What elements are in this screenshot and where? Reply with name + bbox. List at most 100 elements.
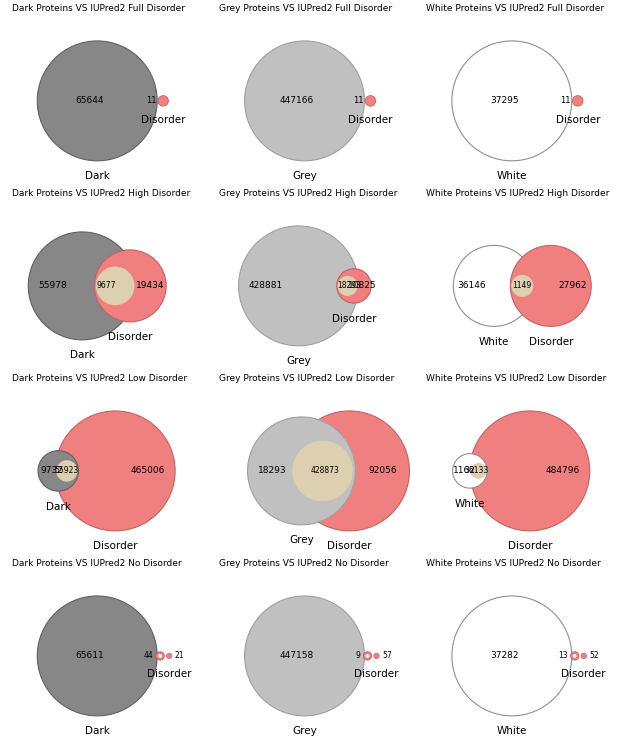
Text: Dark: Dark: [85, 171, 110, 182]
Text: 428873: 428873: [311, 466, 340, 475]
Text: 57: 57: [382, 651, 392, 660]
Text: Disorder: Disorder: [108, 332, 153, 342]
Text: 92056: 92056: [368, 466, 397, 475]
Text: Dark Proteins VS IUPred2 Full Disorder: Dark Proteins VS IUPred2 Full Disorder: [12, 4, 185, 13]
Text: 55923: 55923: [54, 466, 78, 475]
Text: 55978: 55978: [38, 282, 67, 291]
Circle shape: [292, 441, 353, 501]
Text: Grey: Grey: [292, 726, 317, 737]
Text: Disorder: Disorder: [93, 542, 137, 551]
Text: 11: 11: [353, 96, 364, 105]
Circle shape: [581, 653, 586, 659]
Text: White Proteins VS IUPred2 Full Disorder: White Proteins VS IUPred2 Full Disorder: [427, 4, 605, 13]
Circle shape: [28, 232, 136, 340]
Circle shape: [289, 411, 410, 531]
Text: Disorder: Disorder: [348, 115, 392, 125]
Circle shape: [337, 269, 371, 303]
Circle shape: [244, 596, 365, 716]
Circle shape: [55, 411, 175, 531]
Circle shape: [365, 96, 376, 106]
Circle shape: [452, 41, 572, 161]
Text: 44: 44: [143, 651, 153, 660]
Text: 21: 21: [175, 651, 184, 660]
Text: Grey Proteins VS IUPred2 Low Disorder: Grey Proteins VS IUPred2 Low Disorder: [219, 374, 394, 383]
Text: Disorder: Disorder: [327, 542, 372, 551]
Text: 447166: 447166: [280, 96, 314, 105]
Text: Disorder: Disorder: [561, 669, 606, 679]
Circle shape: [337, 276, 358, 296]
Circle shape: [56, 460, 78, 482]
Text: 1162: 1162: [453, 466, 476, 475]
Circle shape: [453, 453, 487, 488]
Text: 484796: 484796: [546, 466, 580, 475]
Circle shape: [56, 460, 78, 482]
Text: Disorder: Disorder: [332, 314, 376, 323]
Text: Disorder: Disorder: [147, 669, 191, 679]
Text: 52: 52: [589, 651, 599, 660]
Text: Grey: Grey: [286, 356, 311, 366]
Text: 18293: 18293: [337, 282, 361, 291]
Text: Dark: Dark: [46, 502, 71, 512]
Circle shape: [470, 463, 486, 479]
Text: Disorder: Disorder: [529, 337, 573, 347]
Text: 18293: 18293: [258, 466, 286, 475]
Text: 65611: 65611: [75, 651, 104, 660]
Circle shape: [292, 441, 353, 501]
Text: 447158: 447158: [280, 651, 314, 660]
Text: 1149: 1149: [513, 282, 532, 291]
Text: 36146: 36146: [457, 282, 486, 291]
Text: 11: 11: [146, 96, 156, 105]
Circle shape: [511, 275, 534, 297]
Circle shape: [470, 411, 590, 531]
Circle shape: [573, 654, 577, 658]
Circle shape: [363, 651, 372, 660]
Circle shape: [38, 450, 78, 491]
Circle shape: [511, 275, 534, 297]
Circle shape: [572, 96, 583, 106]
Text: 37295: 37295: [490, 96, 518, 105]
Text: Dark Proteins VS IUPred2 No Disorder: Dark Proteins VS IUPred2 No Disorder: [12, 560, 182, 568]
Circle shape: [158, 654, 162, 658]
Text: Disorder: Disorder: [354, 669, 399, 679]
Circle shape: [470, 463, 486, 479]
Text: 37282: 37282: [490, 651, 518, 660]
Circle shape: [452, 596, 572, 716]
Circle shape: [366, 654, 369, 658]
Circle shape: [239, 226, 358, 346]
Circle shape: [166, 653, 172, 659]
Text: White Proteins VS IUPred2 High Disorder: White Proteins VS IUPred2 High Disorder: [427, 189, 610, 198]
Text: Grey: Grey: [289, 536, 314, 545]
Circle shape: [94, 250, 166, 322]
Text: White Proteins VS IUPred2 Low Disorder: White Proteins VS IUPred2 Low Disorder: [427, 374, 606, 383]
Circle shape: [244, 41, 365, 161]
Text: 19434: 19434: [135, 282, 164, 291]
Circle shape: [248, 417, 356, 525]
Circle shape: [570, 651, 579, 660]
Circle shape: [37, 41, 157, 161]
Text: Disorder: Disorder: [556, 115, 600, 125]
Text: White: White: [479, 337, 509, 347]
Text: Grey Proteins VS IUPred2 High Disorder: Grey Proteins VS IUPred2 High Disorder: [219, 189, 398, 198]
Circle shape: [373, 653, 379, 659]
Circle shape: [96, 267, 134, 306]
Text: 428881: 428881: [248, 282, 283, 291]
Text: 465006: 465006: [131, 466, 165, 475]
Text: White Proteins VS IUPred2 No Disorder: White Proteins VS IUPred2 No Disorder: [427, 560, 601, 568]
Circle shape: [96, 267, 134, 306]
Text: Dark: Dark: [70, 350, 95, 360]
Text: Dark: Dark: [85, 726, 110, 737]
Text: Grey Proteins VS IUPred2 No Disorder: Grey Proteins VS IUPred2 No Disorder: [219, 560, 389, 568]
Text: Grey Proteins VS IUPred2 Full Disorder: Grey Proteins VS IUPred2 Full Disorder: [219, 4, 392, 13]
Text: Grey: Grey: [292, 171, 317, 182]
Text: Disorder: Disorder: [141, 115, 185, 125]
Circle shape: [37, 596, 157, 716]
Text: 10825: 10825: [348, 282, 377, 291]
Text: Dark Proteins VS IUPred2 High Disorder: Dark Proteins VS IUPred2 High Disorder: [12, 189, 190, 198]
Circle shape: [337, 276, 358, 296]
Text: White: White: [454, 498, 485, 509]
Text: 9732: 9732: [41, 466, 63, 475]
Text: White: White: [497, 171, 527, 182]
Text: Disorder: Disorder: [508, 542, 552, 551]
Circle shape: [158, 96, 168, 106]
Text: Dark Proteins VS IUPred2 Low Disorder: Dark Proteins VS IUPred2 Low Disorder: [12, 374, 187, 383]
